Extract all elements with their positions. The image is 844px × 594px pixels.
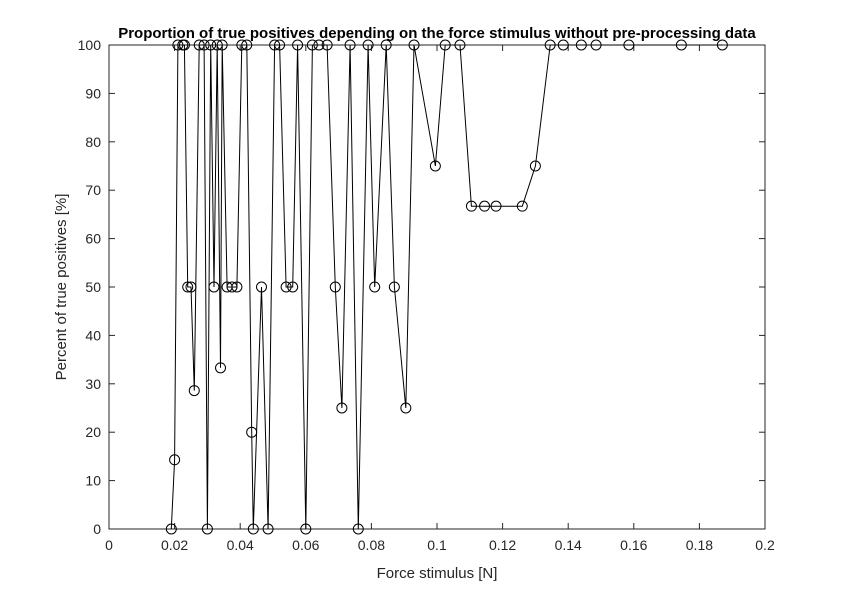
data-point (544, 39, 556, 51)
data-point (529, 160, 541, 172)
y-tick-label: 10 (85, 473, 101, 489)
data-point (313, 39, 325, 51)
data-point (215, 362, 227, 374)
data-point (269, 39, 281, 51)
data-point (274, 39, 286, 51)
data-point (236, 39, 248, 51)
y-tick-label: 70 (85, 182, 101, 198)
y-tick-label: 20 (85, 424, 101, 440)
data-point (287, 281, 299, 293)
data-point (241, 39, 253, 51)
data-point (256, 281, 268, 293)
data-point (231, 281, 243, 293)
data-point (262, 523, 274, 535)
x-tick-label: 0.06 (292, 537, 319, 553)
data-point (182, 281, 194, 293)
data-point (408, 39, 420, 51)
y-tick-label: 50 (85, 279, 101, 295)
data-point (465, 200, 477, 212)
x-tick-label: 0.16 (620, 537, 647, 553)
data-point (454, 39, 466, 51)
data-point (716, 39, 728, 51)
axis-tick-labels: 0 0.02 0.04 0.06 0.08 0.1 0.12 0.14 0.16 0.18 0.2 0… (78, 37, 775, 553)
x-axis-label: Force stimulus [N] (377, 565, 498, 582)
data-point (321, 39, 333, 51)
data-point (178, 39, 190, 51)
data-point (226, 281, 238, 293)
data-point (169, 454, 181, 466)
x-tick-label: 0.02 (161, 537, 188, 553)
x-tick-label: 0.18 (686, 537, 713, 553)
data-point (246, 426, 258, 438)
chart-title: Proportion of true positives depending o… (118, 25, 756, 42)
data-point (623, 39, 635, 51)
x-tick-label: 0.1 (427, 537, 447, 553)
y-tick-label: 30 (85, 376, 101, 392)
x-tick-label: 0.04 (227, 537, 254, 553)
data-point (380, 39, 392, 51)
data-point (557, 39, 569, 51)
y-tick-label: 80 (85, 134, 101, 150)
data-point (590, 39, 602, 51)
data-point (575, 39, 587, 51)
data-point (216, 39, 228, 51)
data-point (208, 281, 220, 293)
data-point (188, 385, 200, 397)
x-tick-label: 0 (105, 537, 113, 553)
data-point (352, 523, 364, 535)
data-point (205, 39, 217, 51)
x-tick-label: 0.12 (489, 537, 516, 553)
data-point (362, 39, 374, 51)
data-point (292, 39, 304, 51)
data-point (172, 39, 184, 51)
data-point (516, 200, 528, 212)
y-tick-label: 90 (85, 85, 101, 101)
data-point (400, 402, 412, 414)
y-tick-label: 40 (85, 327, 101, 343)
data-point (675, 39, 687, 51)
data-point (201, 523, 213, 535)
data-point (439, 39, 451, 51)
series-line (170, 44, 723, 530)
data-point (490, 200, 502, 212)
data-point (185, 281, 197, 293)
data-point (329, 281, 341, 293)
data-point (344, 39, 356, 51)
data-point (280, 281, 292, 293)
data-point (300, 523, 312, 535)
y-tick-label: 60 (85, 231, 101, 247)
series-markers (165, 39, 728, 535)
data-point (479, 200, 491, 212)
y-axis-label: Percent of true positives [%] (53, 194, 70, 381)
data-point (306, 39, 318, 51)
x-tick-label: 0.08 (358, 537, 385, 553)
x-tick-label: 0.2 (755, 537, 775, 553)
data-point (193, 39, 205, 51)
data-point (369, 281, 381, 293)
x-tick-label: 0.14 (555, 537, 582, 553)
data-point (429, 160, 441, 172)
y-tick-label: 100 (78, 37, 102, 53)
data-point (198, 39, 210, 51)
data-point (388, 281, 400, 293)
data-point (211, 39, 223, 51)
y-tick-label: 0 (93, 521, 101, 537)
data-point (247, 523, 259, 535)
data-point (165, 523, 177, 535)
data-point (336, 402, 348, 414)
